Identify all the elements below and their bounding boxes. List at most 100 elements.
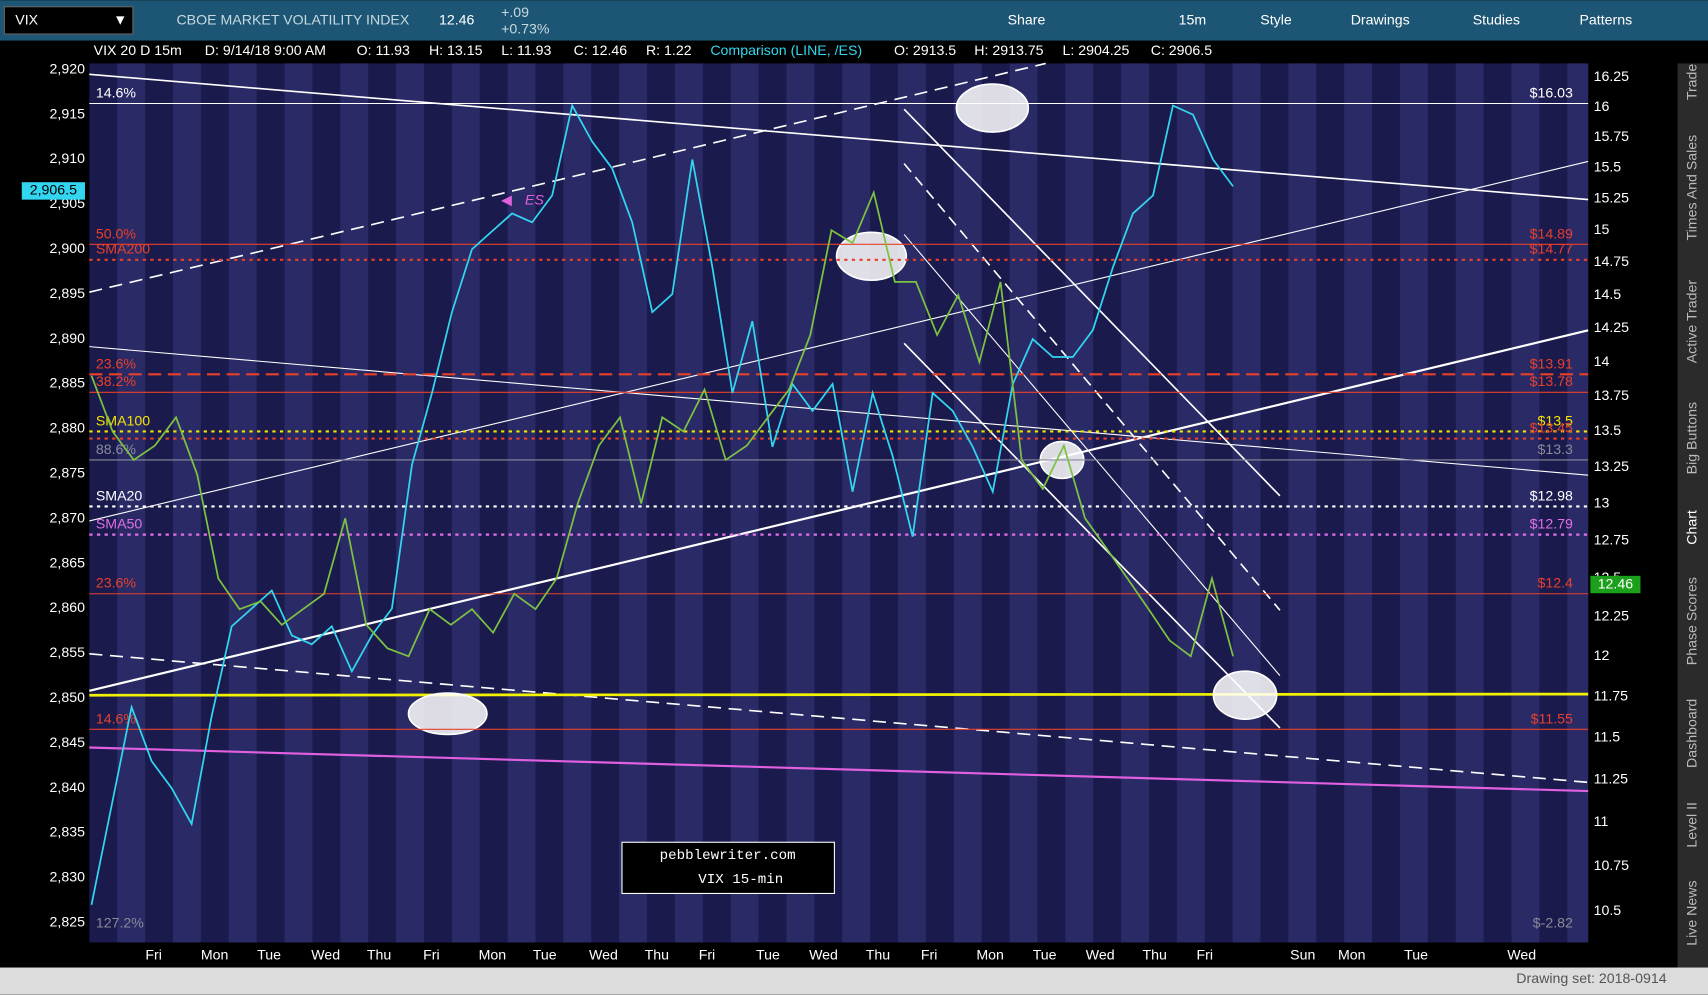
sidebar-tab[interactable]: Active Trader <box>1684 280 1700 364</box>
toolbar <box>0 0 1708 41</box>
trend-line <box>89 692 1589 697</box>
x-tick-label: Mon <box>1338 947 1366 963</box>
watermark: pebblewriter.com <box>660 848 796 864</box>
left-tick-label: 2,870 <box>50 510 86 526</box>
level-label: $16.03 <box>1530 85 1573 101</box>
level-label: $13.91 <box>1530 356 1573 372</box>
sidebar-tab[interactable]: Level II <box>1684 802 1700 848</box>
header-field: H: 2913.75 <box>974 43 1043 59</box>
sidebar-tab[interactable]: Live News <box>1684 880 1700 945</box>
dropdown: ▼ <box>113 13 127 29</box>
x-tick-label: Wed <box>311 947 340 963</box>
right-tick-label: 15 <box>1594 222 1610 238</box>
left-tick-label: 2,825 <box>50 914 86 930</box>
x-tick-label: Wed <box>589 947 618 963</box>
trend-line <box>89 329 1589 692</box>
session-band <box>1009 63 1038 943</box>
left-tick-label: 2,865 <box>50 555 86 571</box>
x-tick-label: Wed <box>1507 947 1536 963</box>
x-tick-label: Mon <box>201 947 229 963</box>
toolbar-button[interactable]: Patterns <box>1579 13 1632 29</box>
last-price: 12.46 <box>439 13 475 29</box>
current-vix-label: 12.46 <box>1598 576 1634 592</box>
sidebar-tab[interactable]: Chart <box>1684 510 1700 545</box>
watermark-box <box>621 841 835 894</box>
right-tick-label: 14.25 <box>1594 320 1630 336</box>
level-tag: 88.6% <box>96 442 137 458</box>
annotation-arrow: ◀ <box>501 192 512 208</box>
description: CBOE MARKET VOLATILITY INDEX <box>176 13 409 29</box>
toolbar-button[interactable]: Share <box>1008 13 1046 29</box>
trend-line <box>903 234 1281 676</box>
header-field: L: 11.93 <box>501 43 551 59</box>
right-tick-label: 14.5 <box>1594 287 1622 303</box>
left-tick-label: 2,910 <box>50 151 86 167</box>
left-tick-label: 2,895 <box>50 286 86 302</box>
level-label: $12.98 <box>1530 488 1573 504</box>
toolbar-button[interactable]: Studies <box>1473 13 1520 29</box>
session-band <box>1121 63 1149 943</box>
left-tick-label: 2,845 <box>50 735 86 751</box>
x-tick-label: Fri <box>921 947 938 963</box>
trend-line <box>89 746 1589 793</box>
left-tick-label: 2,905 <box>50 196 86 212</box>
left-tick-label: 2,860 <box>50 600 86 616</box>
level-tag: 23.6% <box>96 356 137 372</box>
right-tick-label: 12.25 <box>1594 609 1630 625</box>
plot-area <box>89 63 1589 943</box>
session-band <box>730 63 759 943</box>
change-pct: +0.73% <box>501 21 550 37</box>
footer-bar <box>0 967 1708 995</box>
session-band <box>1065 63 1094 943</box>
left-tick-label: 2,880 <box>50 421 86 437</box>
study-label: VIX 20 D 15m <box>94 43 182 59</box>
level-tag: SMA100 <box>96 413 150 429</box>
level-tag: SMA50 <box>96 517 143 533</box>
header-field: O: 11.93 <box>357 43 410 59</box>
level-label: $12.79 <box>1530 517 1573 533</box>
session-band <box>1399 63 1428 943</box>
sidebar-tab[interactable]: Phase Scores <box>1684 577 1700 665</box>
toolbar-button[interactable]: Style <box>1260 13 1292 29</box>
header-field: D: 9/14/18 9:00 AM <box>205 43 326 59</box>
right-tick-label: 13 <box>1594 495 1610 511</box>
x-tick-label: Tue <box>1404 947 1428 963</box>
header-field: R: 1.22 <box>646 43 692 59</box>
session-band <box>451 63 480 943</box>
header-field: C: 2906.5 <box>1151 43 1213 59</box>
left-tick-label: 2,830 <box>50 870 86 886</box>
level-label: $-2.82 <box>1533 916 1573 932</box>
trend-line <box>903 108 1281 497</box>
toolbar-button[interactable]: Drawings <box>1351 13 1410 29</box>
symbol: VIX <box>15 13 38 29</box>
session-band <box>1567 63 1589 943</box>
sidebar-tab[interactable]: Trade <box>1684 64 1700 101</box>
trend-line <box>89 346 1589 476</box>
symbol-box[interactable] <box>3 6 134 35</box>
trend-line <box>89 652 1589 784</box>
session-band <box>396 63 424 943</box>
x-tick-label: Wed <box>809 947 838 963</box>
drawing-set: Drawing set: 2018-0914 <box>1516 971 1666 987</box>
session-band <box>786 63 815 943</box>
x-tick-label: Thu <box>1142 947 1166 963</box>
level-label: $13.45 <box>1530 420 1573 436</box>
annotation: ES <box>525 192 544 208</box>
sidebar-tab[interactable]: Dashboard <box>1684 699 1700 768</box>
session-band <box>1511 63 1540 943</box>
right-tick-label: 14.75 <box>1594 254 1630 270</box>
header-field: H: 13.15 <box>429 43 483 59</box>
trend-line <box>903 342 1281 729</box>
sidebar-tab[interactable]: Big Buttons <box>1684 402 1700 474</box>
toolbar-button[interactable]: 15m <box>1179 13 1207 29</box>
left-tick-label: 2,900 <box>50 241 86 257</box>
left-tick-label: 2,875 <box>50 465 86 481</box>
right-tick-label: 15.5 <box>1594 159 1622 175</box>
session-band <box>1288 63 1317 943</box>
x-tick-label: Fri <box>699 947 716 963</box>
header-field: C: 12.46 <box>574 43 628 59</box>
sidebar-tab[interactable]: Times And Sales <box>1684 135 1700 241</box>
x-tick-label: Fri <box>423 947 440 963</box>
right-tick-label: 10.75 <box>1594 858 1630 874</box>
